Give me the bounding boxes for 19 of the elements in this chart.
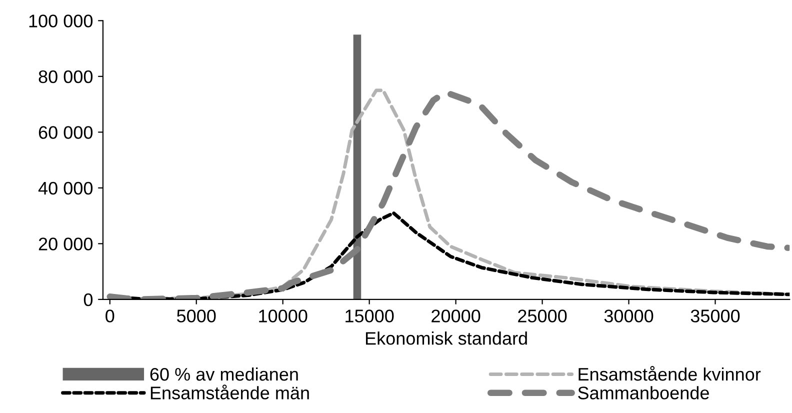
legend-label: Sammanboende	[578, 386, 709, 400]
y-tick-label: 0	[84, 293, 93, 306]
legend-label: Ensamstående män	[150, 384, 309, 400]
x-tick-label: 25000	[518, 310, 567, 322]
y-tick-label: 80 000	[38, 70, 93, 84]
x-tick-label: 20000	[432, 310, 480, 322]
y-tick-label: 20 000	[38, 238, 93, 250]
x-tick-label: 10000	[259, 310, 308, 322]
x-tick-label: 0	[106, 310, 114, 322]
y-tick-label: 100 000	[29, 14, 93, 28]
x-tick-label: 5000	[177, 310, 216, 322]
x-tick-label: 35000	[690, 310, 740, 322]
x-axis-title: Ekonomisk standard	[366, 332, 527, 345]
x-tick-label: 30000	[604, 310, 654, 322]
legend-label: Ensamstående kvinnor	[578, 366, 761, 381]
y-tick-label: 40 000	[38, 182, 93, 195]
x-tick-label: 15000	[346, 310, 394, 322]
legend-label: 60 % av medianen	[150, 367, 298, 381]
y-tick-label: 60 000	[38, 126, 93, 139]
